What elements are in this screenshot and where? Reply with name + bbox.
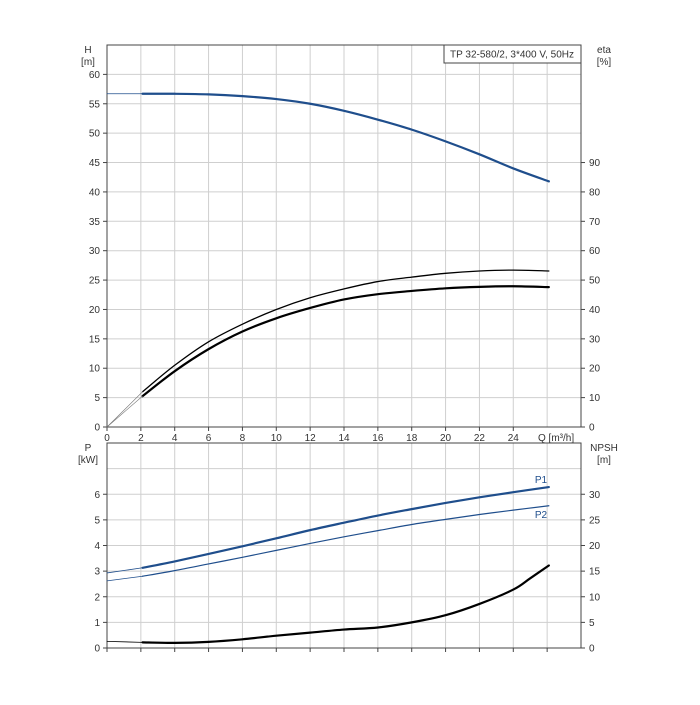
y-left-tick-label: 60 xyxy=(89,70,101,81)
y-right-tick-label: 90 xyxy=(589,158,601,169)
y-right-tick-label: 50 xyxy=(589,276,601,287)
y-left-tick-label: 35 xyxy=(89,217,101,228)
curve-label-p2: P2 xyxy=(535,510,548,521)
y-right-tick-label: 0 xyxy=(589,644,595,655)
y-left-tick-label: 3 xyxy=(94,567,100,578)
y-left-axis-unit: [kW] xyxy=(78,455,98,466)
y-right-tick-label: 70 xyxy=(589,217,601,228)
curve-lower-4 xyxy=(141,564,550,644)
y-right-tick-label: 20 xyxy=(589,364,601,375)
y-right-axis-title: eta xyxy=(597,45,611,56)
y-left-tick-label: 25 xyxy=(89,276,101,287)
x-tick-label: 8 xyxy=(240,433,246,444)
y-right-tick-label: 0 xyxy=(589,423,595,434)
y-left-tick-label: 20 xyxy=(89,305,101,316)
y-left-tick-label: 55 xyxy=(89,99,101,110)
curve-upper-5 xyxy=(106,395,143,428)
y-left-tick-label: 5 xyxy=(94,515,100,526)
chart-title: TP 32-580/2, 3*400 V, 50Hz xyxy=(450,50,574,61)
y-left-tick-label: 5 xyxy=(94,393,100,404)
y-left-axis-title: H xyxy=(84,45,91,56)
x-tick-label: 4 xyxy=(172,433,178,444)
y-left-tick-label: 40 xyxy=(89,187,101,198)
y-right-tick-label: 30 xyxy=(589,490,601,501)
y-left-tick-label: 4 xyxy=(94,541,100,552)
curve-upper-2 xyxy=(141,269,550,393)
x-axis-label: Q [m³/h] xyxy=(538,433,574,444)
x-tick-label: 10 xyxy=(271,433,283,444)
curve-lower-5 xyxy=(106,640,143,643)
y-right-axis-unit: [m] xyxy=(597,455,611,466)
y-right-axis-title: NPSH xyxy=(590,443,618,454)
y-left-tick-label: 15 xyxy=(89,334,101,345)
x-tick-label: 14 xyxy=(338,433,350,444)
y-left-axis-title: P xyxy=(85,443,92,454)
lower-chart: 0 1 2 3 4 5 6 0 5 10 15 20 25 30 P[kW] NPSH[m] P1 P2 xyxy=(78,442,618,655)
y-left-tick-label: 0 xyxy=(94,644,100,655)
y-right-tick-label: 10 xyxy=(589,393,601,404)
curve-p1 xyxy=(141,485,550,569)
y-right-tick-label: 40 xyxy=(589,305,601,316)
x-tick-label: 22 xyxy=(474,433,486,444)
y-left-tick-label: 1 xyxy=(94,618,100,629)
curve-upper-4 xyxy=(106,391,143,428)
x-tick-label: 20 xyxy=(440,433,452,444)
curve-label-p1: P1 xyxy=(535,475,548,486)
y-right-tick-label: 5 xyxy=(589,618,595,629)
y-right-tick-label: 15 xyxy=(589,567,601,578)
y-left-tick-label: 2 xyxy=(94,592,100,603)
x-tick-label: 24 xyxy=(508,433,520,444)
y-left-tick-label: 45 xyxy=(89,158,101,169)
curve-lower-1 xyxy=(106,567,143,574)
y-left-axis-unit: [m] xyxy=(81,57,95,68)
upper-chart: 0510152025303540455055600102030405060708… xyxy=(81,44,612,444)
y-right-tick-label: 30 xyxy=(589,334,601,345)
y-right-tick-label: 60 xyxy=(589,246,601,257)
y-left-tick-label: 0 xyxy=(94,423,100,434)
y-right-tick-label: 10 xyxy=(589,592,601,603)
y-left-tick-label: 6 xyxy=(94,490,100,501)
x-tick-label: 16 xyxy=(372,433,384,444)
curve-upper-0 xyxy=(141,92,550,183)
y-right-tick-label: 20 xyxy=(589,541,601,552)
y-left-tick-label: 10 xyxy=(89,364,101,375)
y-right-tick-label: 25 xyxy=(589,515,601,526)
curve-upper-3 xyxy=(141,285,550,398)
y-left-tick-label: 50 xyxy=(89,129,101,140)
y-right-axis-unit: [%] xyxy=(597,57,612,68)
x-tick-label: 6 xyxy=(206,433,212,444)
x-tick-label: 2 xyxy=(138,433,144,444)
y-left-tick-label: 30 xyxy=(89,246,101,257)
curve-lower-3 xyxy=(106,575,143,582)
curve-p2 xyxy=(141,505,550,577)
x-tick-label: 0 xyxy=(104,433,110,444)
x-tick-label: 18 xyxy=(406,433,418,444)
y-right-tick-label: 80 xyxy=(589,187,601,198)
x-tick-label: 12 xyxy=(305,433,317,444)
title-box xyxy=(443,44,582,64)
